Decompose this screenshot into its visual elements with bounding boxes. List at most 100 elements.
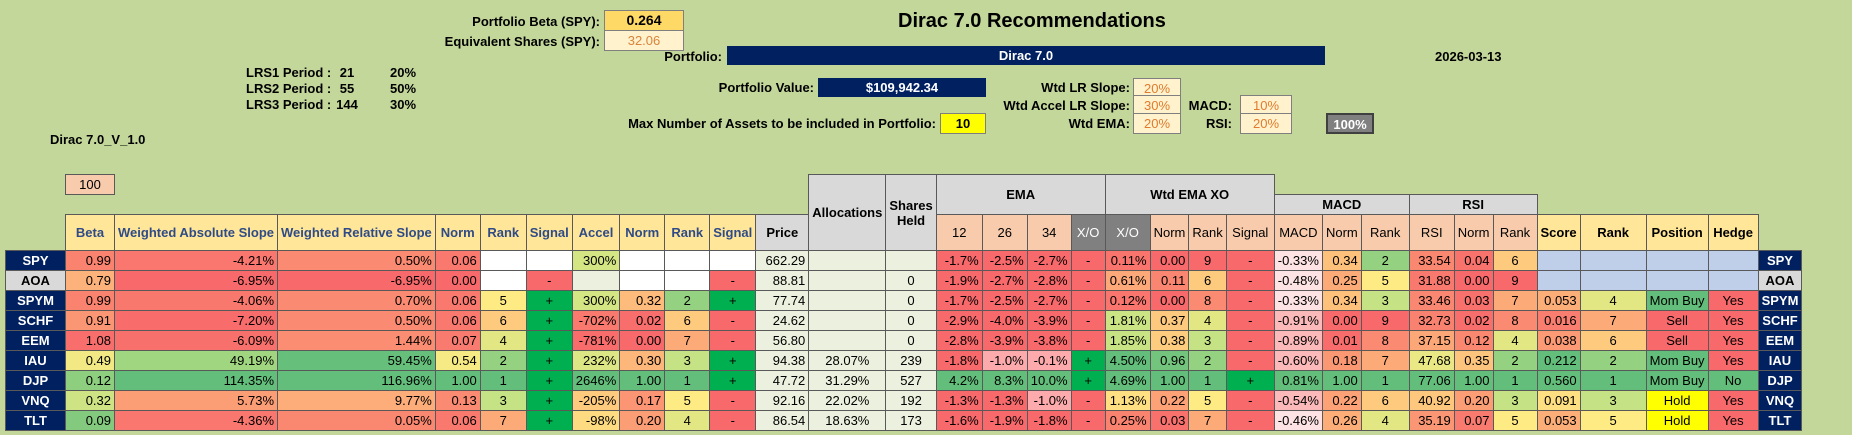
lrs3-pct[interactable]: 30% (390, 97, 417, 112)
macd-norm-cell: 0.34 (1321, 290, 1362, 311)
allocation-cell: 31.29% (808, 370, 887, 391)
wtd-lr-slope-value[interactable]: 20% (1133, 78, 1181, 99)
ticker-cell-right: IAU (1757, 350, 1803, 371)
rsi-header: RSI (1408, 214, 1455, 251)
macd-rank-cell: 9 (1360, 310, 1410, 331)
portfolio-beta-value[interactable]: 0.264 (604, 10, 684, 31)
weighted-absolute-slope-cell: 114.35% (113, 370, 279, 391)
accel-rank-cell (664, 270, 711, 291)
price-header: Price (755, 214, 810, 251)
wtd-xo-signal-cell: - (1225, 410, 1275, 431)
lrs2-period[interactable]: 55 (339, 81, 355, 96)
slope-rank-cell: 1 (479, 370, 527, 391)
ticker-cell: TLT (5, 410, 66, 431)
position-cell: Sell (1645, 330, 1709, 351)
beta-cell: 0.49 (65, 350, 115, 371)
ema-group-header: EMA (935, 174, 1106, 215)
allocation-cell (808, 310, 887, 331)
slope-signal-cell: + (525, 330, 573, 351)
accel-signal-cell (709, 250, 757, 271)
accel-cell: -98% (571, 410, 621, 431)
accel-rank-cell: 6 (664, 310, 711, 331)
allocation-cell (808, 250, 887, 271)
ema-26-header: 26 (981, 214, 1028, 251)
wtd-ema-value[interactable]: 20% (1133, 113, 1181, 134)
portfolio-name[interactable]: Dirac 7.0 (727, 46, 1325, 65)
wtd-accel-value[interactable]: 30% (1133, 95, 1181, 116)
lrs2-pct[interactable]: 50% (390, 81, 417, 96)
lrs1-period[interactable]: 21 (339, 65, 355, 80)
wtd-xo-signal-header: Signal (1225, 214, 1275, 251)
accel-signal-cell: - (709, 270, 757, 291)
lrs3-label: LRS3 Period : (246, 97, 332, 112)
rsi-norm-cell: 0.20 (1453, 390, 1494, 411)
position-cell (1645, 250, 1709, 271)
accel-rank-cell: 7 (664, 330, 711, 351)
ema-xo-cell: - (1070, 290, 1106, 311)
wtd-xo-signal-cell: - (1225, 270, 1275, 291)
rsi-rank-cell: 2 (1492, 350, 1538, 371)
rsi-norm-cell: 0.07 (1453, 410, 1494, 431)
slope-signal-cell: + (525, 350, 573, 371)
rsi-weight-value[interactable]: 20% (1240, 113, 1292, 134)
accel-signal-cell: + (709, 370, 757, 391)
wtd-xo-rank-cell: 4 (1188, 310, 1227, 331)
wtd-xo-signal-cell: + (1225, 370, 1275, 391)
hedge-cell: Yes (1707, 310, 1759, 331)
wtd-xo-signal-cell: - (1225, 310, 1275, 331)
ema-34-header: 34 (1026, 214, 1072, 251)
macd-norm-cell: 0.25 (1321, 270, 1362, 291)
equivalent-shares-value[interactable]: 32.06 (604, 30, 684, 51)
rsi-cell: 77.06 (1408, 370, 1455, 391)
accel-norm-cell: 0.02 (619, 310, 666, 331)
macd-rank-cell: 4 (1360, 410, 1410, 431)
macd-cell: -0.33% (1273, 250, 1323, 271)
table-row: AOA 0.79 -6.95% -6.95% 0.00- -88.81 0 -1.9% -2.7… (5, 270, 1803, 291)
allocation-cell (808, 270, 887, 291)
weighted-relative-slope-header: Weighted Relative Slope (277, 214, 436, 251)
wtd-xo-rank-header: Rank (1188, 214, 1227, 251)
macd-rank-cell: 7 (1360, 350, 1410, 371)
macd-cell: -0.33% (1273, 290, 1323, 311)
position-cell: Mom Buy (1645, 290, 1709, 311)
allocation-cell (808, 330, 887, 351)
ticker-cell: SCHF (5, 310, 66, 331)
accel-rank-cell: 3 (664, 350, 711, 371)
weighted-relative-slope-cell: -6.95% (277, 270, 436, 291)
macd-cell: -0.46% (1273, 410, 1323, 431)
price-cell: 662.29 (755, 250, 810, 271)
slope-norm-cell: 0.00 (434, 270, 481, 291)
ema-xo-header: X/O (1070, 214, 1106, 251)
accel-norm-cell: 0.17 (619, 390, 666, 411)
wtd-xo-cell: 0.11% (1104, 250, 1151, 271)
wtd-xo-norm-cell: 0.96 (1149, 350, 1190, 371)
lrs1-pct[interactable]: 20% (390, 65, 417, 80)
wtd-xo-rank-cell: 8 (1188, 290, 1227, 311)
wtd-xo-norm-cell: 0.37 (1149, 310, 1190, 331)
portfolio-value-label: Portfolio Value: (718, 80, 814, 95)
macd-cell: -0.60% (1273, 350, 1323, 371)
rsi-rank-cell: 1 (1492, 370, 1538, 391)
score-cell: 0.016 (1536, 310, 1581, 331)
hedge-cell: No (1707, 370, 1759, 391)
hedge-cell: Yes (1707, 330, 1759, 351)
beta-cell: 0.09 (65, 410, 115, 431)
ema-34-cell: -2.8% (1026, 270, 1072, 291)
accel-rank-cell: 2 (664, 290, 711, 311)
rsi-cell: 35.19 (1408, 410, 1455, 431)
rsi-rank-cell: 9 (1492, 270, 1538, 291)
slope-signal-cell: + (525, 390, 573, 411)
max-assets-input[interactable]: 10 (940, 113, 986, 134)
weighted-absolute-slope-cell: 5.73% (113, 390, 279, 411)
slope-norm-cell: 1.00 (434, 370, 481, 391)
weighted-relative-slope-cell: 0.05% (277, 410, 436, 431)
slope-signal-cell: - (525, 270, 573, 291)
accel-rank-cell (664, 250, 711, 271)
macd-rank-header: Rank (1360, 214, 1410, 251)
lrs3-period[interactable]: 144 (336, 97, 358, 112)
wtd-xo-cell: 4.50% (1104, 350, 1151, 371)
accel-signal-cell: - (709, 330, 757, 351)
ema-34-cell: -3.8% (1026, 330, 1072, 351)
wtd-accel-label: Wtd Accel LR Slope: (1003, 98, 1130, 113)
allocation-cell: 18.63% (808, 410, 887, 431)
